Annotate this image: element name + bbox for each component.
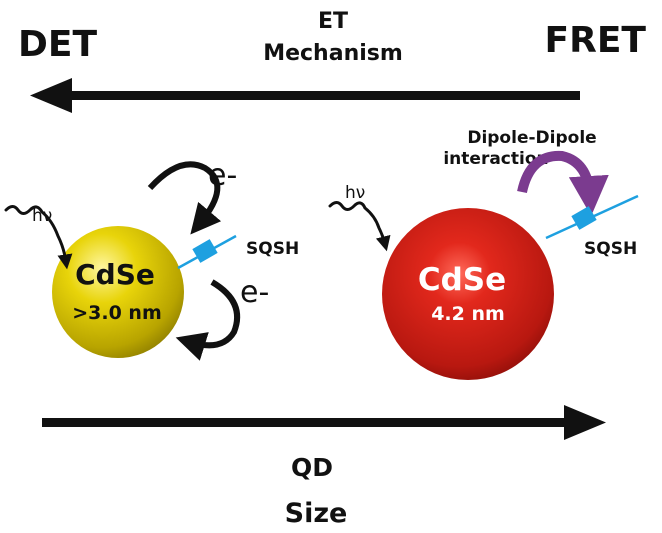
qd-size-arrow	[42, 405, 606, 440]
large-qd-sphere	[382, 208, 554, 380]
axis-label-line1: QD	[291, 453, 333, 482]
electron-label-top: e-	[208, 158, 237, 193]
mechanism-arrow	[30, 78, 580, 113]
small-qd-material: CdSe	[75, 258, 155, 291]
large-qd-acceptor	[545, 194, 639, 240]
small-qd-size: >3.0 nm	[72, 302, 162, 324]
small-qd-acceptor	[177, 234, 237, 270]
large-qd-material: CdSe	[418, 262, 506, 298]
large-qd-light-label: hν	[345, 183, 365, 203]
electron-label-bottom: e-	[240, 275, 269, 310]
interaction-label-line2: interaction	[443, 149, 548, 169]
mechanism-title-line1: ET	[318, 9, 348, 34]
fret-label: FRET	[545, 20, 647, 61]
large-qd-light-wave	[328, 201, 391, 252]
axis-label-line2: Size	[285, 498, 348, 529]
electron-arrow-bottom	[175, 279, 241, 361]
det-label: DET	[18, 24, 97, 65]
dipole-interaction-arrow	[517, 150, 609, 216]
mechanism-title-line2: Mechanism	[263, 41, 403, 66]
interaction-label-line1: Dipole-Dipole	[467, 128, 596, 148]
small-qd-sphere	[52, 226, 184, 358]
small-qd-light-wave	[4, 205, 73, 270]
small-qd-acceptor-label: SQSH	[246, 239, 299, 259]
electron-arrow-top	[147, 161, 222, 235]
large-qd-acceptor-label: SQSH	[584, 239, 637, 259]
large-qd-size: 4.2 nm	[431, 303, 505, 325]
small-qd-light-label: hν	[32, 206, 52, 226]
